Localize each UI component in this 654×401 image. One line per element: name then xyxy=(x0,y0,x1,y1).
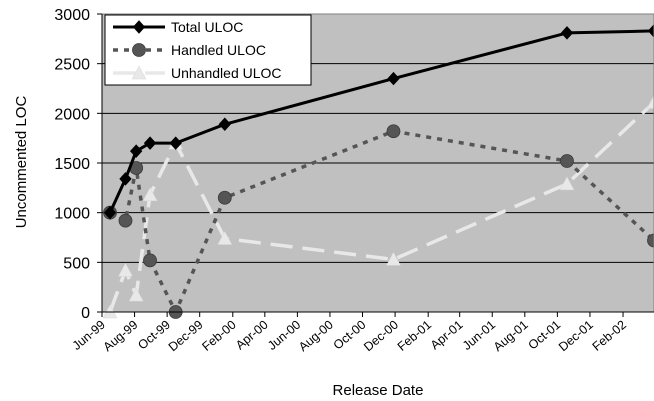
handled-uloc-marker xyxy=(386,124,401,139)
x-tick-label: Dec-01 xyxy=(556,318,596,355)
x-tick-label: Dec-99 xyxy=(166,318,206,355)
x-tick-label: Feb-02 xyxy=(590,318,629,354)
x-tick-label: Apr-01 xyxy=(428,318,466,353)
unhandled-uloc-marker xyxy=(142,187,158,202)
x-tick-label: Oct-00 xyxy=(331,318,369,353)
x-axis-title: Release Date xyxy=(333,382,424,399)
y-tick-label: 2000 xyxy=(54,106,90,123)
total-uloc-marker xyxy=(129,144,143,158)
series-layer xyxy=(102,24,654,319)
y-tick-label: 500 xyxy=(63,255,90,272)
x-tick-label: Oct-01 xyxy=(526,318,564,353)
unhandled-uloc-marker xyxy=(646,94,654,109)
unhandled-uloc-marker xyxy=(128,287,144,302)
handled-uloc-marker xyxy=(560,154,574,168)
handled-uloc-marker xyxy=(118,213,133,228)
x-tick-label: Dec-00 xyxy=(361,318,401,355)
unhandled-uloc-marker xyxy=(386,251,401,266)
x-axis: Jun-99Aug-99Oct-99Dec-99Feb-00Apr-00Jun-… xyxy=(70,311,654,355)
x-tick-label: Apr-00 xyxy=(233,318,271,353)
x-tick-label: Jun-99 xyxy=(70,318,108,353)
y-axis: 0 500 1000 1500 2000 2500 3000 xyxy=(54,7,103,322)
legend-item: Unhandled ULOC xyxy=(113,65,282,81)
legend-label: Total ULOC xyxy=(171,19,243,35)
unhandled-uloc-marker xyxy=(217,230,233,245)
y-tick-label: 1000 xyxy=(54,206,90,223)
unhandled-uloc-marker xyxy=(118,262,133,277)
total-uloc-marker xyxy=(103,205,117,220)
x-tick-label: Feb-00 xyxy=(199,318,238,354)
x-tick-label: Jun-00 xyxy=(265,318,303,353)
handled-uloc-marker xyxy=(647,233,654,248)
total-uloc-series xyxy=(103,24,654,220)
unhandled-uloc-marker xyxy=(559,176,575,191)
legend-label: Handled ULOC xyxy=(171,42,266,58)
legend: Total ULOC Handled ULOC Unhandled ULOC xyxy=(104,14,312,86)
x-tick-label: Jun-01 xyxy=(460,318,498,353)
total-uloc-marker xyxy=(119,172,132,186)
x-tick-label: Aug-99 xyxy=(101,318,141,355)
x-tick-label: Feb-01 xyxy=(395,318,434,354)
x-tick-label: Aug-01 xyxy=(491,318,531,355)
total-uloc-marker xyxy=(218,117,231,131)
y-tick-label: 2500 xyxy=(54,57,90,74)
legend-item: Total ULOC xyxy=(113,19,243,35)
total-uloc-marker xyxy=(132,20,146,34)
unhandled-uloc-marker xyxy=(131,65,147,80)
legend-item: Handled ULOC xyxy=(113,42,266,58)
total-uloc-marker xyxy=(169,136,182,150)
x-tick-label: Aug-00 xyxy=(296,318,336,355)
y-tick-label: 0 xyxy=(81,305,90,322)
total-uloc-marker xyxy=(143,136,157,150)
handled-uloc-marker xyxy=(217,190,232,205)
legend-label: Unhandled ULOC xyxy=(171,65,282,81)
total-uloc-marker xyxy=(560,26,574,40)
y-tick-label: 1500 xyxy=(54,156,90,173)
handled-uloc-marker xyxy=(143,253,157,268)
y-axis-title: Uncommented LOC xyxy=(13,96,30,229)
handled-uloc-marker xyxy=(132,43,146,57)
total-uloc-marker xyxy=(647,24,654,38)
x-tick-label: Oct-99 xyxy=(135,318,173,353)
y-tick-label: 3000 xyxy=(54,7,90,24)
total-uloc-marker xyxy=(387,71,400,86)
